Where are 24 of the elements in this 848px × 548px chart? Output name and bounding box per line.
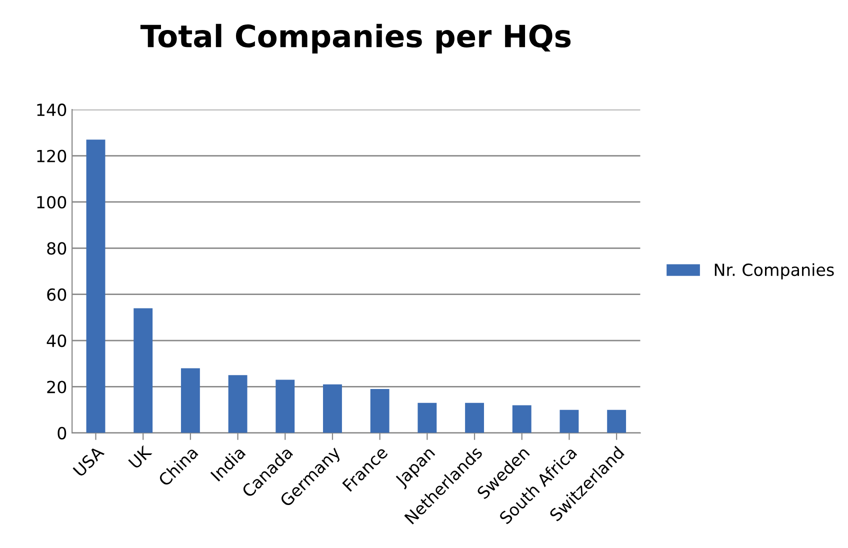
bar bbox=[607, 410, 626, 433]
bar bbox=[418, 402, 437, 433]
bar bbox=[228, 375, 248, 433]
legend-label: Nr. Companies bbox=[714, 263, 834, 280]
x-tick-label: USA bbox=[72, 445, 105, 478]
bar bbox=[560, 410, 579, 433]
y-tick-label: 80 bbox=[47, 242, 66, 255]
bar bbox=[323, 384, 342, 433]
y-tick-label: 0 bbox=[58, 426, 66, 440]
bar bbox=[86, 140, 106, 433]
bar bbox=[276, 380, 295, 433]
y-tick-label: 40 bbox=[46, 334, 66, 348]
bar bbox=[370, 389, 390, 433]
chart-title: Total Companies per HQs bbox=[140, 24, 571, 54]
x-tick-label: UK bbox=[128, 444, 152, 470]
bar bbox=[465, 402, 484, 433]
y-tick-label: 60 bbox=[47, 288, 66, 301]
y-tick-label: 120 bbox=[37, 150, 66, 162]
bar bbox=[512, 405, 532, 433]
y-tick-label: 100 bbox=[37, 196, 66, 209]
bar bbox=[134, 308, 153, 433]
bar bbox=[180, 368, 200, 433]
y-tick-label: 140 bbox=[37, 104, 66, 116]
y-tick-label: 20 bbox=[47, 380, 66, 394]
